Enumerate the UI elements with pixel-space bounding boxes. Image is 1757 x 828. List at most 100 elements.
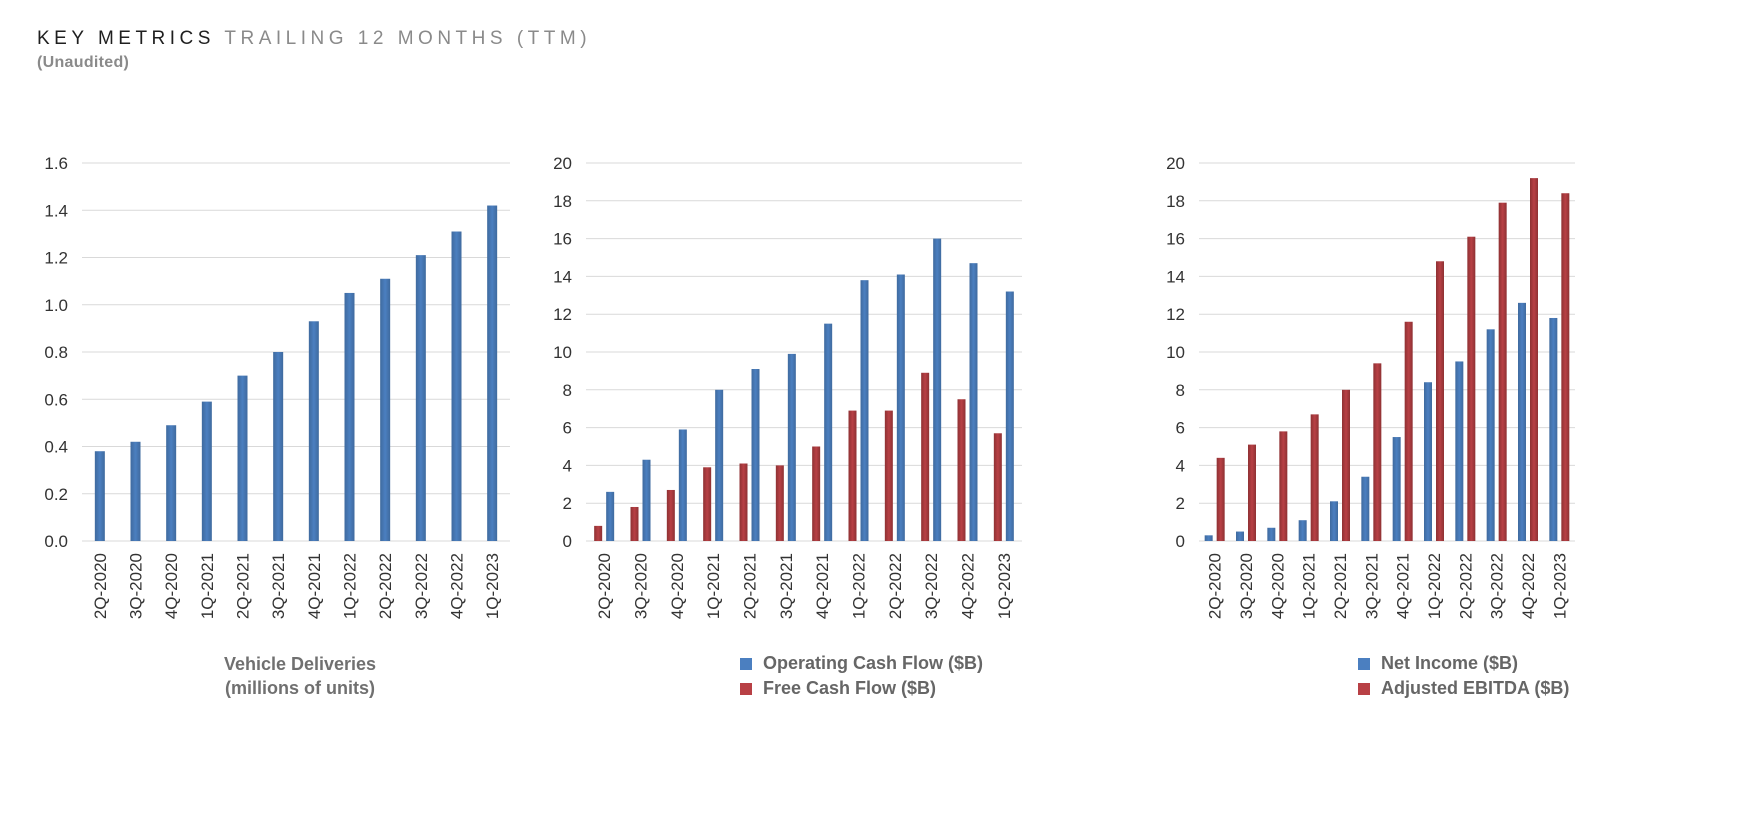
x-tick-label: 2Q-2022 [376, 553, 395, 619]
y-tick-label: 12 [553, 305, 572, 324]
bar [1455, 361, 1464, 541]
x-tick-label: 3Q-2020 [1237, 553, 1256, 619]
vehicle-deliveries-plot: 0.0 0.2 0.4 0.6 0.8 1.0 1.2 1.4 1.6 2Q-2020 3Q-202… [44, 154, 510, 619]
x-tick-label: 3Q-2020 [632, 553, 651, 619]
bar [1005, 291, 1014, 541]
y-tick-label: 10 [1167, 343, 1185, 362]
y-tick-label: 1.6 [44, 154, 68, 173]
bar [896, 274, 905, 541]
report-header: KEY METRICS TRAILING 12 MONTHS (TTM) (Un… [37, 28, 591, 72]
y-tick-label: 0.4 [44, 438, 68, 457]
y-tick-label: 0.0 [44, 532, 68, 551]
bar [201, 401, 212, 541]
legend-label: Operating Cash Flow ($B) [763, 653, 984, 673]
x-tick-label: 1Q-2023 [995, 553, 1014, 619]
bar [666, 489, 675, 541]
bar [957, 399, 966, 541]
bar [1267, 527, 1276, 541]
bar [308, 321, 319, 541]
bar [1279, 431, 1288, 541]
income-ebitda-plot: 0 2 4 6 8 10 12 14 16 18 20 2Q-2020 3Q-2020 4Q-2020 1Q… [1167, 154, 1575, 619]
bar [1373, 363, 1382, 541]
x-tick-label: 2Q-2020 [1206, 553, 1225, 619]
bar [860, 280, 869, 541]
bar [1216, 457, 1225, 541]
x-tick-label: 1Q-2021 [198, 553, 217, 619]
y-tick-label: 6 [563, 419, 572, 438]
bar [1561, 193, 1570, 542]
caption-line-1: Vehicle Deliveries [223, 654, 377, 674]
x-tick-label: 3Q-2021 [269, 553, 288, 619]
bar [1498, 202, 1507, 541]
y-tick-label: 0 [563, 532, 572, 551]
y-tick-label: 20 [553, 154, 572, 173]
y-tick-label: 8 [563, 381, 572, 400]
x-tick-label: 2Q-2020 [91, 553, 110, 619]
bar [1530, 178, 1538, 541]
x-tick-label: 4Q-2020 [1268, 553, 1287, 619]
bar [1486, 329, 1495, 541]
caption-line-2: (millions of units) [225, 678, 375, 698]
bar [344, 292, 355, 541]
bar [1236, 531, 1244, 541]
y-tick-label: 14 [1167, 267, 1185, 286]
bar [1424, 382, 1432, 541]
bar [94, 451, 105, 541]
income-ebitda-chart: 0 2 4 6 8 10 12 14 16 18 20 2Q-2020 3Q-2020 4Q-2020 1Q… [1150, 150, 1725, 810]
bar [166, 425, 177, 541]
x-tick-label: 3Q-2021 [777, 553, 796, 619]
legend-label: Adjusted EBITDA ($B) [1381, 678, 1570, 698]
x-tick-label: 2Q-2020 [595, 553, 614, 619]
y-tick-label: 1.4 [44, 201, 68, 220]
x-tick-label: 4Q-2022 [448, 553, 467, 619]
cash-flow-chart: 0 2 4 6 8 10 12 14 16 18 20 2Q-2020 3Q-2020 4Q-2020 1Q… [553, 150, 1150, 810]
bar [678, 429, 687, 541]
legend-label: Free Cash Flow ($B) [763, 678, 937, 698]
bar [1330, 501, 1338, 541]
y-tick-label: 1.0 [44, 296, 68, 315]
bar [130, 441, 141, 541]
y-tick-label: 4 [1176, 456, 1185, 475]
x-tick-label: 4Q-2020 [668, 553, 687, 619]
bar [787, 353, 796, 541]
bar [1467, 236, 1476, 541]
bar [993, 433, 1002, 541]
y-tick-label: 0 [1176, 532, 1185, 551]
x-tick-label: 2Q-2022 [1456, 553, 1475, 619]
legend-swatch-blue [1358, 657, 1370, 670]
cash-flow-plot: 0 2 4 6 8 10 12 14 16 18 20 2Q-2020 3Q-2020 4Q-2020 1Q… [553, 154, 1022, 619]
bar [848, 410, 857, 541]
x-tick-label: 1Q-2023 [1550, 553, 1569, 619]
bar [1392, 437, 1401, 541]
bar [703, 467, 712, 541]
x-tick-label: 1Q-2022 [341, 553, 360, 619]
bar [1404, 321, 1413, 541]
income-ebitda-legend: Net Income ($B) Adjusted EBITDA ($B) [1358, 651, 1569, 701]
bar [884, 410, 893, 541]
bar [237, 375, 248, 541]
y-tick-label: 6 [1176, 419, 1185, 438]
legend-item-adjusted-ebitda: Adjusted EBITDA ($B) [1358, 676, 1569, 701]
x-tick-label: 1Q-2022 [850, 553, 869, 619]
page-subtitle: (Unaudited) [37, 54, 130, 71]
x-tick-label: 1Q-2021 [1300, 553, 1319, 619]
y-tick-label: 12 [1167, 305, 1185, 324]
y-tick-label: 14 [553, 267, 572, 286]
bar [921, 372, 930, 541]
x-tick-label: 2Q-2021 [741, 553, 760, 619]
bar [739, 463, 748, 541]
x-tick-label: 3Q-2021 [1362, 553, 1381, 619]
x-tick-label: 3Q-2020 [127, 553, 146, 619]
legend-swatch-blue [740, 657, 752, 670]
bar [451, 231, 462, 541]
y-tick-label: 16 [1167, 230, 1185, 249]
bar [1549, 317, 1558, 541]
y-tick-label: 2 [563, 494, 572, 513]
legend-item-free-cash-flow: Free Cash Flow ($B) [740, 676, 983, 701]
bar [1361, 476, 1370, 541]
bar [1204, 535, 1213, 541]
y-tick-label: 0.8 [44, 343, 68, 362]
vehicle-deliveries-chart: 0.0 0.2 0.4 0.6 0.8 1.0 1.2 1.4 1.6 2Q-2020 3Q-202… [0, 150, 575, 810]
y-tick-label: 0.2 [44, 485, 68, 504]
bar [606, 491, 615, 541]
